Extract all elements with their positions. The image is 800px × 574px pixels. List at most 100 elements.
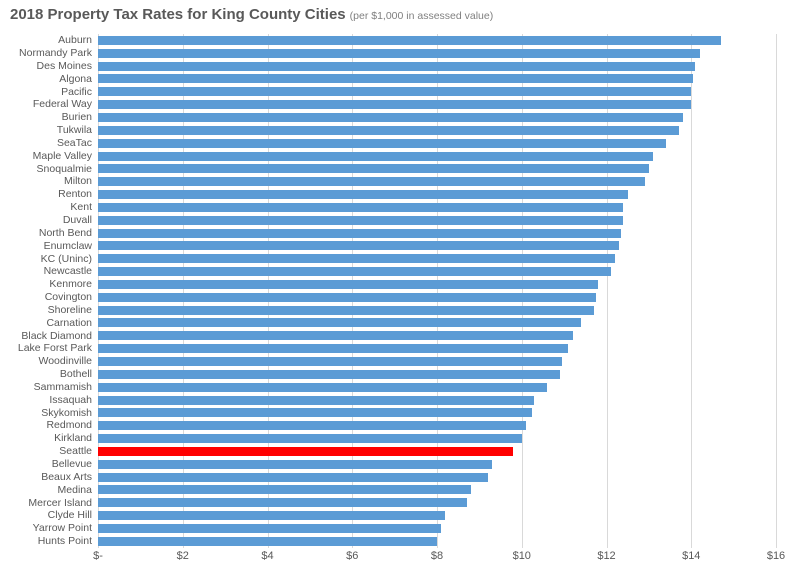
bar	[98, 331, 573, 340]
bar-label: Auburn	[58, 35, 92, 46]
bar-label: Kenmore	[49, 279, 92, 290]
bar-row: Seattle	[98, 447, 776, 456]
bar-label: Carnation	[46, 318, 92, 329]
bar	[98, 318, 581, 327]
bar	[98, 511, 445, 520]
bar-label: KC (Uninc)	[41, 254, 92, 265]
bar-row: Des Moines	[98, 62, 776, 71]
bar-label: Kent	[70, 202, 92, 213]
bar	[98, 74, 693, 83]
bar	[98, 396, 534, 405]
bar	[98, 100, 691, 109]
bar-row: Snoqualmie	[98, 164, 776, 173]
bar-row: Maple Valley	[98, 152, 776, 161]
chart-container: 2018 Property Tax Rates for King County …	[6, 6, 794, 568]
bar	[98, 36, 721, 45]
bar-label: Algona	[59, 74, 92, 85]
bar-label: Milton	[64, 176, 92, 187]
bar-row: Clyde Hill	[98, 511, 776, 520]
bar-label: Covington	[45, 292, 92, 303]
bar-row: Redmond	[98, 421, 776, 430]
bar-label: Pacific	[61, 87, 92, 98]
gridline	[776, 34, 777, 548]
bar	[98, 524, 441, 533]
bar	[98, 190, 628, 199]
bar	[98, 421, 526, 430]
bar-label: Burien	[62, 112, 92, 123]
bar-row: Enumclaw	[98, 241, 776, 250]
bar-label: Sammamish	[34, 382, 92, 393]
bar	[98, 344, 568, 353]
x-axis-tick: $16	[767, 550, 785, 562]
chart-subtitle: (per $1,000 in assessed value)	[350, 10, 494, 22]
bar-label: Newcastle	[44, 266, 92, 277]
bar-row: Lake Forst Park	[98, 344, 776, 353]
bar	[98, 254, 615, 263]
bar-row: Renton	[98, 190, 776, 199]
bar	[98, 203, 623, 212]
bar	[98, 267, 611, 276]
x-axis: $-$2$4$6$8$10$12$14$16	[98, 550, 776, 564]
chart-title-row: 2018 Property Tax Rates for King County …	[6, 6, 794, 23]
bar-highlight	[98, 447, 513, 456]
bar	[98, 164, 649, 173]
bar	[98, 306, 594, 315]
bar-row: North Bend	[98, 229, 776, 238]
bar-label: Bellevue	[52, 459, 92, 470]
bar-row: Woodinville	[98, 357, 776, 366]
bar-label: Federal Way	[33, 99, 92, 110]
bar	[98, 139, 666, 148]
bar-label: Issaquah	[49, 395, 92, 406]
bar-row: Bothell	[98, 370, 776, 379]
bar	[98, 383, 547, 392]
bar-row: Shoreline	[98, 306, 776, 315]
bar-row: Sammamish	[98, 383, 776, 392]
bar-label: Black Diamond	[21, 331, 92, 342]
bar	[98, 357, 562, 366]
bar-label: Seattle	[59, 446, 92, 457]
x-axis-tick: $14	[682, 550, 700, 562]
x-axis-tick: $12	[597, 550, 615, 562]
bar-label: Des Moines	[37, 61, 92, 72]
bar-row: Covington	[98, 293, 776, 302]
bar-label: Lake Forst Park	[18, 343, 92, 354]
bar-label: Snoqualmie	[37, 164, 92, 175]
bar	[98, 49, 700, 58]
x-axis-tick: $2	[177, 550, 189, 562]
bar-label: Mercer Island	[28, 498, 92, 509]
bars-group: AuburnNormandy ParkDes MoinesAlgonaPacif…	[98, 34, 776, 548]
bar-label: Redmond	[46, 420, 92, 431]
bar-row: Kenmore	[98, 280, 776, 289]
bar-label: Medina	[58, 485, 92, 496]
bar-label: Shoreline	[48, 305, 92, 316]
bar-row: Milton	[98, 177, 776, 186]
bar-label: Hunts Point	[38, 536, 92, 547]
bar-row: Beaux Arts	[98, 473, 776, 482]
bar-label: Woodinville	[39, 356, 93, 367]
bar-row: Federal Way	[98, 100, 776, 109]
bar-row: Hunts Point	[98, 537, 776, 546]
bar-row: Black Diamond	[98, 331, 776, 340]
bar	[98, 370, 560, 379]
bar-row: Carnation	[98, 318, 776, 327]
bar	[98, 537, 437, 546]
x-axis-tick: $10	[513, 550, 531, 562]
bar-row: Tukwila	[98, 126, 776, 135]
bar-row: Medina	[98, 485, 776, 494]
bar-label: Clyde Hill	[48, 510, 92, 521]
bar-row: Issaquah	[98, 396, 776, 405]
bar-row: Auburn	[98, 36, 776, 45]
bar-row: Yarrow Point	[98, 524, 776, 533]
bar	[98, 216, 623, 225]
bar-row: Bellevue	[98, 460, 776, 469]
bar-label: SeaTac	[57, 138, 92, 149]
bar	[98, 229, 621, 238]
bar-row: Normandy Park	[98, 49, 776, 58]
bar-label: Kirkland	[54, 433, 92, 444]
x-axis-tick: $4	[261, 550, 273, 562]
bar-row: Kirkland	[98, 434, 776, 443]
bar-label: Tukwila	[57, 125, 92, 136]
bar-label: Yarrow Point	[33, 523, 92, 534]
bar	[98, 460, 492, 469]
bar	[98, 126, 679, 135]
